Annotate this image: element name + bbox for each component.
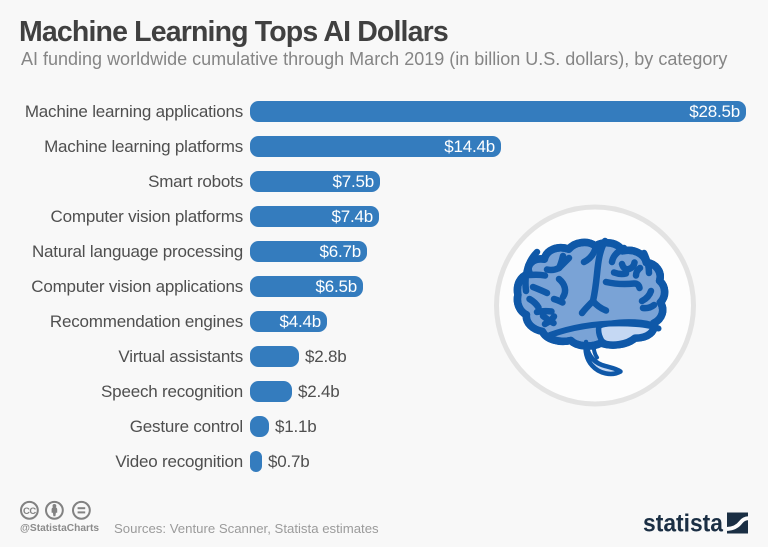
svg-text:CC: CC (23, 506, 36, 517)
svg-text:statista: statista (643, 510, 724, 536)
